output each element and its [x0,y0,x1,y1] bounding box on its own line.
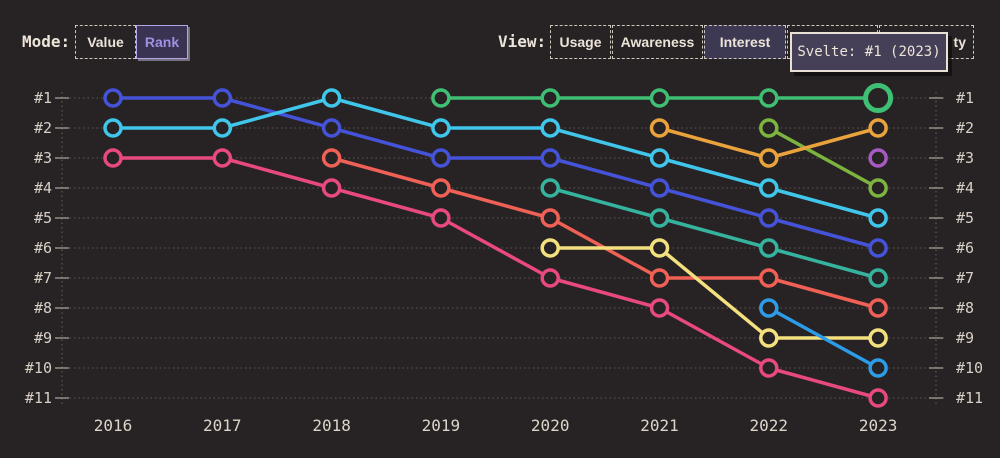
rank-label-right: #1 [956,89,974,107]
data-point[interactable] [212,148,233,168]
rank-label-right: #9 [956,329,974,347]
year-label: 2023 [859,416,898,435]
data-point[interactable] [431,208,451,228]
data-point[interactable] [649,148,670,168]
series-line-cyan [111,96,880,220]
rank-label-right: #7 [956,269,974,287]
data-point[interactable] [103,148,123,168]
data-point[interactable] [868,268,888,288]
data-point[interactable] [212,118,233,138]
rank-label-right: #11 [956,389,983,407]
mode-value-button[interactable]: Value [75,25,136,59]
rank-label-right: #10 [956,359,983,377]
data-point[interactable] [540,178,560,198]
data-point[interactable] [540,88,560,108]
rank-label-left: #4 [34,179,52,197]
rank-label-left: #11 [25,389,52,407]
data-point[interactable] [431,148,451,168]
rank-label-right: #6 [956,239,974,257]
data-point[interactable] [759,298,779,318]
data-point[interactable] [868,298,888,318]
rank-label-right: #5 [956,209,974,227]
data-point[interactable] [759,268,779,288]
mode-rank-button[interactable]: Rank [136,25,188,59]
hover-tooltip: Svelte: #1 (2023) [790,32,948,72]
series-line-salmon [329,156,880,310]
rank-label-left: #1 [34,89,52,107]
series-line-lime [767,126,880,190]
data-point[interactable] [759,328,779,348]
data-point[interactable] [759,148,779,168]
data-point[interactable] [759,178,779,198]
rank-label-left: #6 [34,239,52,257]
series-line-blue [111,96,880,250]
data-point[interactable] [103,88,123,108]
view-interest-button[interactable]: Interest [704,25,786,59]
rank-label-left: #9 [34,329,52,347]
year-label: 2017 [203,416,242,435]
rank-label-left: #7 [34,269,52,287]
year-label: 2022 [750,416,789,435]
data-point[interactable] [868,178,888,198]
data-point[interactable] [540,118,560,138]
view-usage-button[interactable]: Usage [550,25,611,59]
rank-label-right: #4 [956,179,974,197]
data-point[interactable] [868,328,888,348]
year-label: 2021 [640,416,679,435]
data-point[interactable] [868,118,888,138]
data-point[interactable] [759,358,779,378]
data-point[interactable] [649,208,670,228]
data-point[interactable] [321,118,342,138]
rank-label-left: #8 [34,299,52,317]
rank-label-left: #5 [34,209,52,227]
data-point[interactable] [321,88,342,108]
data-point[interactable] [649,88,670,108]
data-point[interactable] [540,238,560,258]
series-line-pink [111,156,880,400]
year-label: 2018 [312,416,351,435]
series-line-teal [548,186,880,280]
year-label: 2016 [94,416,133,435]
data-point[interactable] [212,88,233,108]
data-point[interactable] [321,148,342,168]
data-point[interactable] [431,88,451,108]
data-point[interactable] [431,118,451,138]
rank-label-left: #2 [34,119,52,137]
data-point-highlighted[interactable] [863,83,894,113]
year-label: 2019 [422,416,461,435]
data-point[interactable] [649,118,670,138]
data-point[interactable] [540,268,560,288]
mode-label: Mode: [22,32,71,51]
data-point[interactable] [868,148,888,168]
data-point[interactable] [431,178,451,198]
data-point[interactable] [649,238,670,258]
rank-label-right: #2 [956,119,974,137]
view-awareness-button[interactable]: Awareness [612,25,703,59]
data-point[interactable] [321,178,342,198]
rank-label-left: #10 [25,359,52,377]
data-point[interactable] [759,118,779,138]
rank-label-right: #3 [956,149,974,167]
data-point[interactable] [759,238,779,258]
year-label: 2020 [531,416,570,435]
data-point[interactable] [103,118,123,138]
data-point[interactable] [868,238,888,258]
data-point[interactable] [868,208,888,228]
series-line-azure [767,306,880,370]
data-point[interactable] [649,178,670,198]
data-point[interactable] [540,148,560,168]
view-label: View: [498,32,547,51]
rank-label-right: #8 [956,299,974,317]
data-point[interactable] [868,358,888,378]
data-point[interactable] [649,268,670,288]
data-point[interactable] [868,388,888,408]
data-point[interactable] [649,298,670,318]
data-point[interactable] [759,208,779,228]
rank-label-left: #3 [34,149,52,167]
tooltip-text: Svelte: #1 (2023) [797,44,941,60]
data-point[interactable] [759,88,779,108]
data-point[interactable] [540,208,560,228]
